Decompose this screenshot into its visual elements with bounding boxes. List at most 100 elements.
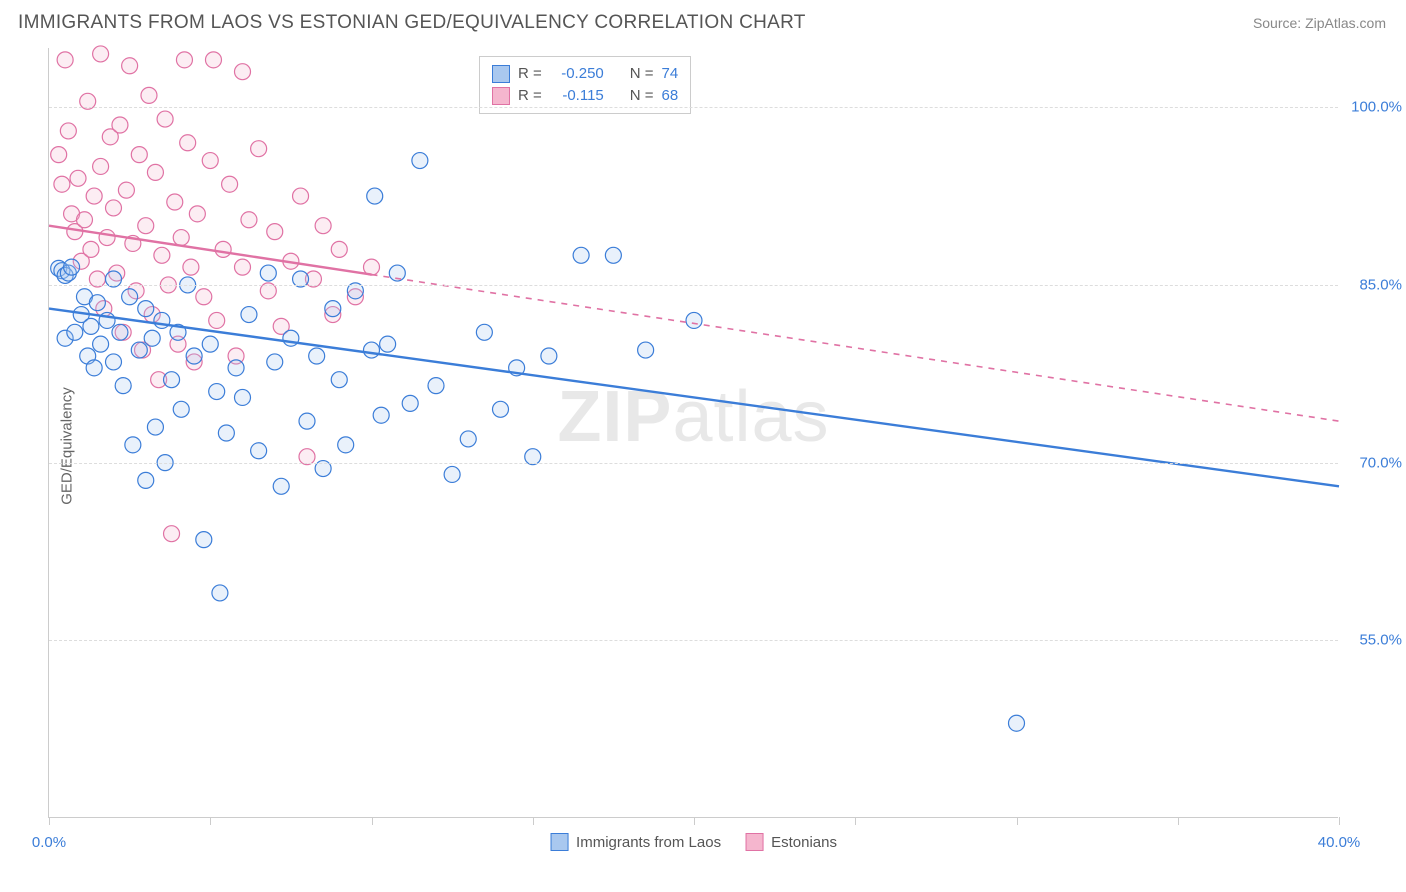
legend-series: Immigrants from Laos Estonians: [550, 833, 837, 851]
scatter-point-estonians: [106, 200, 122, 216]
scatter-point-laos: [186, 348, 202, 364]
scatter-point-laos: [138, 472, 154, 488]
scatter-point-estonians: [141, 87, 157, 103]
scatter-point-laos: [573, 247, 589, 263]
scatter-point-estonians: [293, 188, 309, 204]
scatter-point-estonians: [331, 241, 347, 257]
scatter-point-laos: [235, 389, 251, 405]
legend-item-laos: Immigrants from Laos: [550, 833, 721, 851]
scatter-point-laos: [83, 318, 99, 334]
scatter-point-estonians: [157, 111, 173, 127]
scatter-point-laos: [638, 342, 654, 358]
n-label: N =: [630, 85, 654, 107]
scatter-point-estonians: [205, 52, 221, 68]
scatter-point-laos: [380, 336, 396, 352]
scatter-point-estonians: [93, 46, 109, 62]
scatter-point-laos: [309, 348, 325, 364]
scatter-point-laos: [402, 395, 418, 411]
scatter-point-laos: [125, 437, 141, 453]
legend-stats-box: R =-0.250N =74R = -0.115 N = 68: [479, 56, 691, 114]
scatter-point-laos: [147, 419, 163, 435]
scatter-point-estonians: [209, 312, 225, 328]
scatter-point-laos: [196, 532, 212, 548]
source-attribution: Source: ZipAtlas.com: [1253, 15, 1386, 31]
x-tick-label: 40.0%: [1318, 834, 1361, 851]
scatter-point-laos: [373, 407, 389, 423]
scatter-point-laos: [331, 372, 347, 388]
scatter-point-laos: [251, 443, 267, 459]
n-label: N =: [630, 63, 654, 85]
scatter-point-estonians: [267, 224, 283, 240]
scatter-point-laos: [86, 360, 102, 376]
gridline: [49, 640, 1338, 641]
legend-stats-row-estonians: R =-0.115N =68: [492, 85, 678, 107]
scatter-point-estonians: [235, 64, 251, 80]
scatter-point-laos: [228, 360, 244, 376]
scatter-point-laos: [131, 342, 147, 358]
x-tick: [1339, 817, 1340, 825]
scatter-point-estonians: [93, 158, 109, 174]
chart-plot-area: ZIPatlas R =-0.250N =74R =-0.115N =68 Im…: [48, 48, 1338, 818]
scatter-point-estonians: [118, 182, 134, 198]
x-tick: [372, 817, 373, 825]
gridline: [49, 285, 1338, 286]
scatter-point-laos: [476, 324, 492, 340]
y-tick-label: 100.0%: [1346, 99, 1402, 116]
scatter-point-laos: [1009, 715, 1025, 731]
legend-label: Estonians: [771, 834, 837, 851]
x-tick: [210, 817, 211, 825]
source-name: ZipAtlas.com: [1305, 15, 1386, 31]
legend-label: Immigrants from Laos: [576, 834, 721, 851]
source-label: Source:: [1253, 15, 1301, 31]
scatter-point-estonians: [241, 212, 257, 228]
scatter-point-laos: [541, 348, 557, 364]
scatter-point-laos: [493, 401, 509, 417]
scatter-point-estonians: [154, 247, 170, 263]
scatter-point-estonians: [173, 230, 189, 246]
scatter-point-laos: [106, 354, 122, 370]
scatter-point-estonians: [189, 206, 205, 222]
scatter-point-estonians: [183, 259, 199, 275]
x-tick: [533, 817, 534, 825]
scatter-point-laos: [241, 307, 257, 323]
scatter-point-laos: [338, 437, 354, 453]
scatter-point-estonians: [180, 135, 196, 151]
scatter-point-laos: [444, 466, 460, 482]
scatter-point-laos: [209, 384, 225, 400]
x-tick-label: 0.0%: [32, 834, 66, 851]
scatter-point-estonians: [54, 176, 70, 192]
scatter-point-laos: [412, 153, 428, 169]
scatter-point-laos: [686, 312, 702, 328]
trend-line-dashed-estonians: [372, 275, 1340, 422]
scatter-point-laos: [428, 378, 444, 394]
scatter-point-estonians: [202, 153, 218, 169]
gridline: [49, 463, 1338, 464]
scatter-point-laos: [273, 478, 289, 494]
scatter-point-laos: [173, 401, 189, 417]
scatter-point-laos: [260, 265, 276, 281]
scatter-svg: [49, 48, 1338, 817]
scatter-point-estonians: [99, 230, 115, 246]
swatch-icon: [745, 833, 763, 851]
n-value: 68: [662, 85, 679, 107]
scatter-point-laos: [212, 585, 228, 601]
scatter-point-laos: [299, 413, 315, 429]
scatter-point-laos: [325, 301, 341, 317]
scatter-point-estonians: [138, 218, 154, 234]
x-tick: [855, 817, 856, 825]
scatter-point-estonians: [60, 123, 76, 139]
scatter-point-laos: [364, 342, 380, 358]
header: IMMIGRANTS FROM LAOS VS ESTONIAN GED/EQU…: [18, 12, 1386, 34]
x-tick: [694, 817, 695, 825]
scatter-point-laos: [605, 247, 621, 263]
scatter-point-laos: [460, 431, 476, 447]
scatter-point-estonians: [76, 212, 92, 228]
scatter-point-estonians: [51, 147, 67, 163]
r-label: R =: [518, 63, 542, 85]
y-tick-label: 85.0%: [1346, 276, 1402, 293]
r-value: -0.115: [550, 85, 604, 107]
legend-stats-row-laos: R =-0.250N =74: [492, 63, 678, 85]
scatter-point-laos: [112, 324, 128, 340]
scatter-point-laos: [144, 330, 160, 346]
scatter-point-estonians: [122, 58, 138, 74]
